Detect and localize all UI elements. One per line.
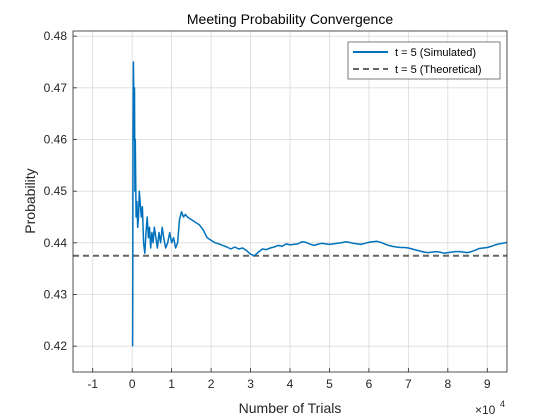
x-tick-label: 0	[129, 377, 136, 391]
x-tick-label: 8	[444, 377, 451, 391]
grid	[73, 31, 507, 372]
chart-title: Meeting Probability Convergence	[187, 11, 393, 27]
x-tick-label: 2	[208, 377, 215, 391]
series-layer	[73, 61, 508, 347]
x-tick-label: 5	[326, 377, 333, 391]
y-tick-label: 0.44	[44, 236, 68, 250]
y-tick-label: 0.45	[44, 184, 68, 198]
y-tick-label: 0.48	[44, 29, 68, 43]
series-line-simulated	[131, 61, 508, 347]
y-tick-label: 0.47	[44, 81, 68, 95]
x-exponent-power: 4	[500, 399, 505, 409]
x-axis: -1 0 1 2 3 4 5 6 7 8 9	[87, 368, 491, 391]
legend: t = 5 (Simulated) t = 5 (Theoretical)	[347, 41, 501, 80]
x-tick-label: 3	[247, 377, 254, 391]
x-tick-label: 4	[287, 377, 294, 391]
y-tick-label: 0.46	[44, 133, 68, 147]
x-tick-label: 9	[484, 377, 491, 391]
y-tick-label: 0.43	[44, 288, 68, 302]
y-axis-label: Probability	[22, 168, 38, 233]
x-tick-label: 6	[366, 377, 373, 391]
y-axis: 0.42 0.43 0.44 0.45 0.46 0.47 0.48	[44, 29, 77, 353]
y-tick-label: 0.42	[44, 339, 68, 353]
legend-label-theoretical: t = 5 (Theoretical)	[395, 64, 482, 76]
legend-box	[347, 41, 501, 80]
x-axis-label: Number of Trials	[239, 400, 342, 416]
x-exponent: ×10 4	[475, 399, 505, 417]
x-tick-label: -1	[87, 377, 98, 391]
x-tick-label: 1	[168, 377, 175, 391]
legend-label-simulated: t = 5 (Simulated)	[395, 47, 476, 59]
x-tick-label: 7	[405, 377, 412, 391]
x-exponent-base: ×10	[475, 403, 496, 417]
